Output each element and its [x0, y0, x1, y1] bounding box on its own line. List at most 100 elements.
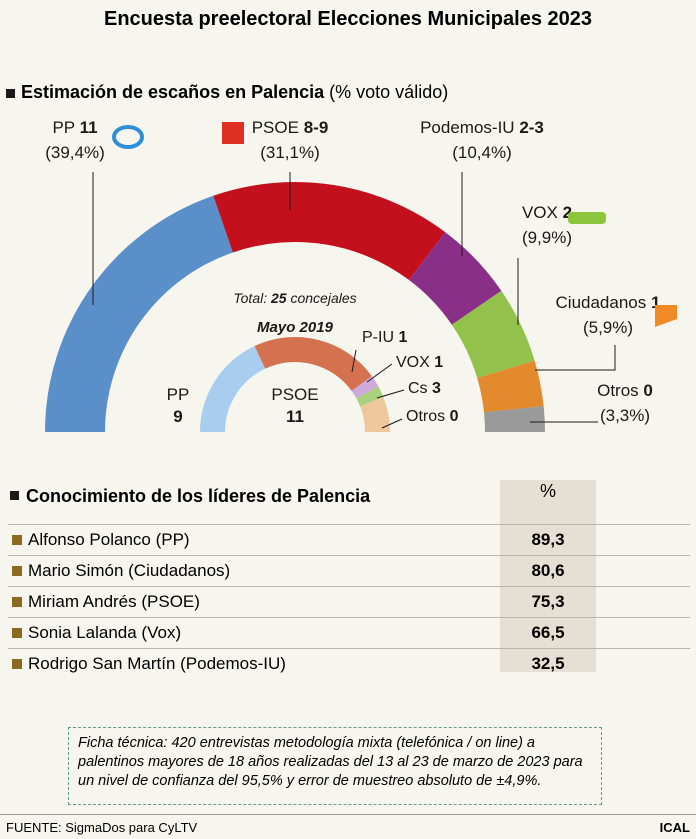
seats: 1: [398, 329, 407, 346]
table-row: Miriam Andrés (PSOE) 75,3: [8, 586, 690, 617]
leader-name: Sonia Lalanda (Vox): [28, 623, 182, 642]
label: PP 11: [52, 118, 97, 137]
bullet: [12, 628, 22, 638]
seats: 1: [434, 354, 443, 371]
section-title: Estimación de escaños en Palencia (% vot…: [6, 82, 448, 103]
total-label: Total:: [233, 290, 267, 306]
label: VOX 2: [522, 203, 572, 222]
note: Ficha técnica: 420 entrevistas metodolog…: [68, 727, 602, 805]
party-name: PP: [52, 118, 74, 137]
seats: 11: [80, 118, 98, 137]
value-label: (3,3%): [600, 406, 650, 425]
value-label: (9,9%): [522, 228, 572, 247]
table-title: Conocimiento de los líderes de Palencia: [26, 486, 371, 506]
bullet: [12, 597, 22, 607]
table-row: Mario Simón (Ciudadanos) 80,6: [8, 555, 690, 586]
party-name: Podemos-IU: [420, 118, 514, 137]
arc-segment: [409, 232, 502, 325]
table-row: Rodrigo San Martín (Podemos-IU) 32,5: [8, 648, 690, 679]
party-name: VOX: [396, 354, 430, 371]
label: VOX 1: [396, 354, 443, 371]
label: Ciudadanos 1: [556, 293, 661, 312]
leader-line: [351, 349, 357, 373]
source: FUENTE: SigmaDos para CyLTV: [6, 820, 198, 835]
column-bg: [500, 480, 596, 672]
party-name: Otros: [406, 408, 445, 425]
leader-line: [381, 418, 403, 429]
leader-name: Miriam Andrés (PSOE): [28, 592, 200, 611]
title: Encuesta preelectoral Elecciones Municip…: [103, 8, 592, 30]
chart-title: Estimación de escaños en Palencia: [21, 82, 325, 102]
logo-cs: [655, 305, 677, 327]
label: PSOE 8-9: [252, 118, 329, 137]
arc-segment: [45, 195, 233, 432]
column-header: %: [539, 481, 556, 501]
label: Cs 3: [408, 380, 441, 397]
chart-subtitle: (% voto válido): [329, 82, 449, 102]
arc-segment: [254, 337, 372, 391]
seats: 1: [651, 293, 660, 312]
bullet: [12, 566, 22, 576]
bullet: [12, 659, 22, 669]
bullet: [12, 535, 22, 545]
seats: 3: [432, 380, 441, 397]
leader-name: Alfonso Polanco (PP): [28, 530, 190, 549]
party-name: PSOE: [271, 385, 318, 404]
arc-segment: [451, 290, 535, 378]
value-label: (10,4%): [452, 143, 512, 162]
value-label: (39,4%): [45, 143, 105, 162]
total-value: 25: [270, 290, 287, 306]
footer-rule: [0, 814, 696, 815]
table-row: Sonia Lalanda (Vox) 66,5: [8, 617, 690, 648]
value-label: (31,1%): [260, 143, 320, 162]
total: Total: 25 concejales: [233, 290, 356, 306]
label: Otros 0: [406, 408, 459, 425]
leader-line: [376, 389, 405, 399]
value-label: (5,9%): [583, 318, 633, 337]
logo-pp: [112, 125, 144, 149]
arc-segment: [351, 376, 379, 399]
arc-segment: [360, 397, 390, 432]
charts: PP 11(39,4%)PSOE 8-9(31,1%)Podemos-IU 2-…: [45, 118, 677, 432]
logo-psoe: [222, 122, 244, 144]
arc-segment: [477, 360, 544, 413]
seats: 2: [563, 203, 572, 222]
leader-value: 75,3: [531, 592, 565, 611]
seats: 0: [450, 408, 459, 425]
seats: 11: [286, 407, 304, 426]
leader-value: 80,6: [531, 561, 565, 580]
leader-value: 32,5: [531, 654, 565, 673]
table-header: Conocimiento de los líderes de Palencia …: [8, 480, 690, 524]
table-row: Alfonso Polanco (PP) 89,3: [8, 524, 690, 555]
seats: 0: [643, 381, 652, 400]
leader-name: Rodrigo San Martín (Podemos-IU): [28, 654, 286, 673]
total-unit: concejales: [290, 290, 356, 306]
brand: ICAL: [659, 820, 690, 835]
seats: 9: [173, 407, 182, 426]
leader-value: 89,3: [531, 530, 565, 549]
table: Conocimiento de los líderes de Palencia …: [8, 480, 690, 679]
seats: 8-9: [304, 118, 329, 137]
label: Otros 0: [597, 381, 653, 400]
label: P-IU 1: [362, 329, 407, 346]
logo-vox: [568, 212, 606, 224]
chart-title: Mayo 2019: [257, 319, 334, 336]
leader-line: [366, 363, 393, 383]
party-name: P-IU: [362, 329, 394, 346]
party-name: VOX: [522, 203, 558, 222]
arc-segment: [483, 406, 545, 432]
arc-segment: [200, 346, 266, 432]
arc-segment: [213, 182, 446, 281]
leader-name: Mario Simón (Ciudadanos): [28, 561, 231, 580]
party-name: Cs: [408, 380, 428, 397]
leader-value: 66,5: [531, 623, 565, 642]
party-name: PP: [167, 385, 190, 404]
seats: 2-3: [519, 118, 544, 137]
party-name: PSOE: [252, 118, 299, 137]
party-name: Otros: [597, 381, 639, 400]
arc-segment: [356, 386, 384, 407]
leader-line: [535, 345, 616, 371]
label: Podemos-IU 2-3: [420, 118, 544, 137]
party-name: Ciudadanos: [556, 293, 647, 312]
